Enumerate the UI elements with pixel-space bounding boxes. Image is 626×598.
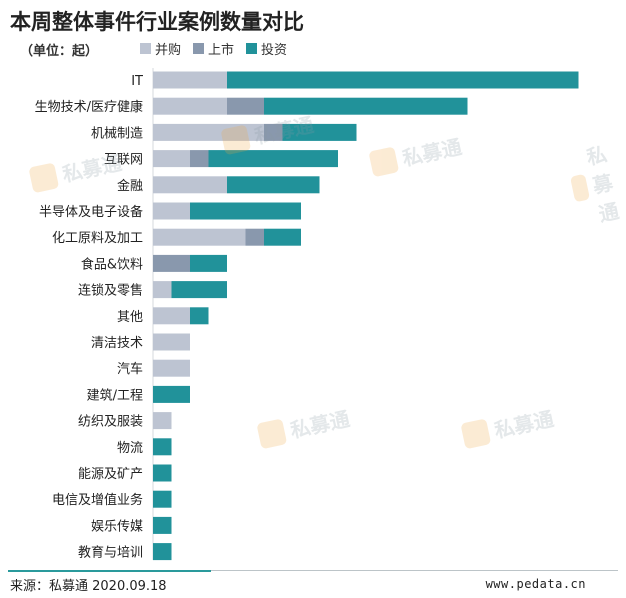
bar-segment <box>264 97 468 115</box>
bar-segment <box>190 202 301 220</box>
category-label: 纺织及服装 <box>78 415 143 430</box>
bar-segment <box>153 438 172 456</box>
bar-segment <box>153 516 172 534</box>
bar-segment <box>190 307 209 325</box>
bar-segment <box>153 543 172 561</box>
footer-divider-accent <box>8 570 211 572</box>
category-label: 电信及增值业务 <box>52 492 143 508</box>
category-label: 能源及矿产 <box>78 467 143 482</box>
bar-segment <box>282 123 357 141</box>
category-label: IT <box>131 74 143 89</box>
bar-segment <box>227 71 579 89</box>
bar-segment <box>153 123 264 141</box>
legend-swatch <box>246 42 258 54</box>
watermark-icon <box>460 417 492 449</box>
watermark-icon <box>28 161 60 193</box>
bar-segment <box>153 228 246 246</box>
bar-segment <box>245 228 264 246</box>
bar-segment <box>227 176 320 194</box>
bar-segment <box>153 464 172 482</box>
bar-segment <box>153 281 172 299</box>
bar-segment <box>264 228 301 246</box>
legend-label: 并购 <box>155 42 182 58</box>
category-label: 教育与培训 <box>78 545 143 561</box>
legend: 并购 上市 投资 <box>140 39 299 58</box>
legend-swatch <box>140 42 151 54</box>
bar-segment <box>153 490 172 508</box>
bar-segment <box>171 281 227 299</box>
legend-item: 上市 <box>193 39 234 58</box>
bar-segment <box>153 150 190 168</box>
category-label: 金融 <box>117 178 143 194</box>
site-url: www.pedata.cn <box>485 577 586 591</box>
legend-label: 投资 <box>261 42 288 58</box>
bar-segment <box>153 254 190 272</box>
category-label: 互联网 <box>104 153 143 168</box>
bar-segment <box>190 150 209 168</box>
category-label: 机械制造 <box>91 126 143 141</box>
watermark-icon <box>256 417 288 449</box>
unit-label: （单位：起） <box>20 44 99 59</box>
category-label: 汽车 <box>117 361 143 377</box>
watermark-icon <box>220 123 252 155</box>
category-label: 清洁技术 <box>91 336 143 351</box>
category-label: 连锁及零售 <box>78 283 143 299</box>
legend-item: 投资 <box>246 39 287 58</box>
category-label: 建筑/工程 <box>87 387 143 403</box>
bar-segment <box>153 176 227 194</box>
bar-segment <box>153 333 190 351</box>
category-label: 半导体及电子设备 <box>39 204 143 220</box>
bar-segment <box>153 71 227 89</box>
category-label: 食品&饮料 <box>81 256 143 272</box>
legend-item: 并购 <box>140 39 181 58</box>
category-label: 化工原料及加工 <box>52 231 143 246</box>
bar-segment <box>208 150 338 168</box>
category-label: 娱乐传媒 <box>91 519 143 534</box>
bar-segment <box>153 412 172 430</box>
category-label: 生物技术/医疗健康 <box>35 99 143 115</box>
bar-segment <box>264 123 283 141</box>
bar-segment <box>227 97 264 115</box>
chart-title: 本周整体事件行业案例数量对比 <box>10 10 304 34</box>
category-label: 其他 <box>117 310 143 325</box>
legend-swatch <box>193 42 205 54</box>
footer-divider <box>211 570 618 571</box>
category-label: 物流 <box>117 441 143 456</box>
watermark-icon <box>368 145 400 177</box>
bar-segment <box>153 385 190 403</box>
bar-segment <box>153 202 190 220</box>
legend-label: 上市 <box>208 42 235 58</box>
bar-segment <box>153 97 227 115</box>
bar-segment <box>190 254 227 272</box>
bar-segment <box>153 307 190 325</box>
source-note: 来源：私募通 2020.09.18 <box>10 579 167 594</box>
bar-segment <box>153 359 190 377</box>
